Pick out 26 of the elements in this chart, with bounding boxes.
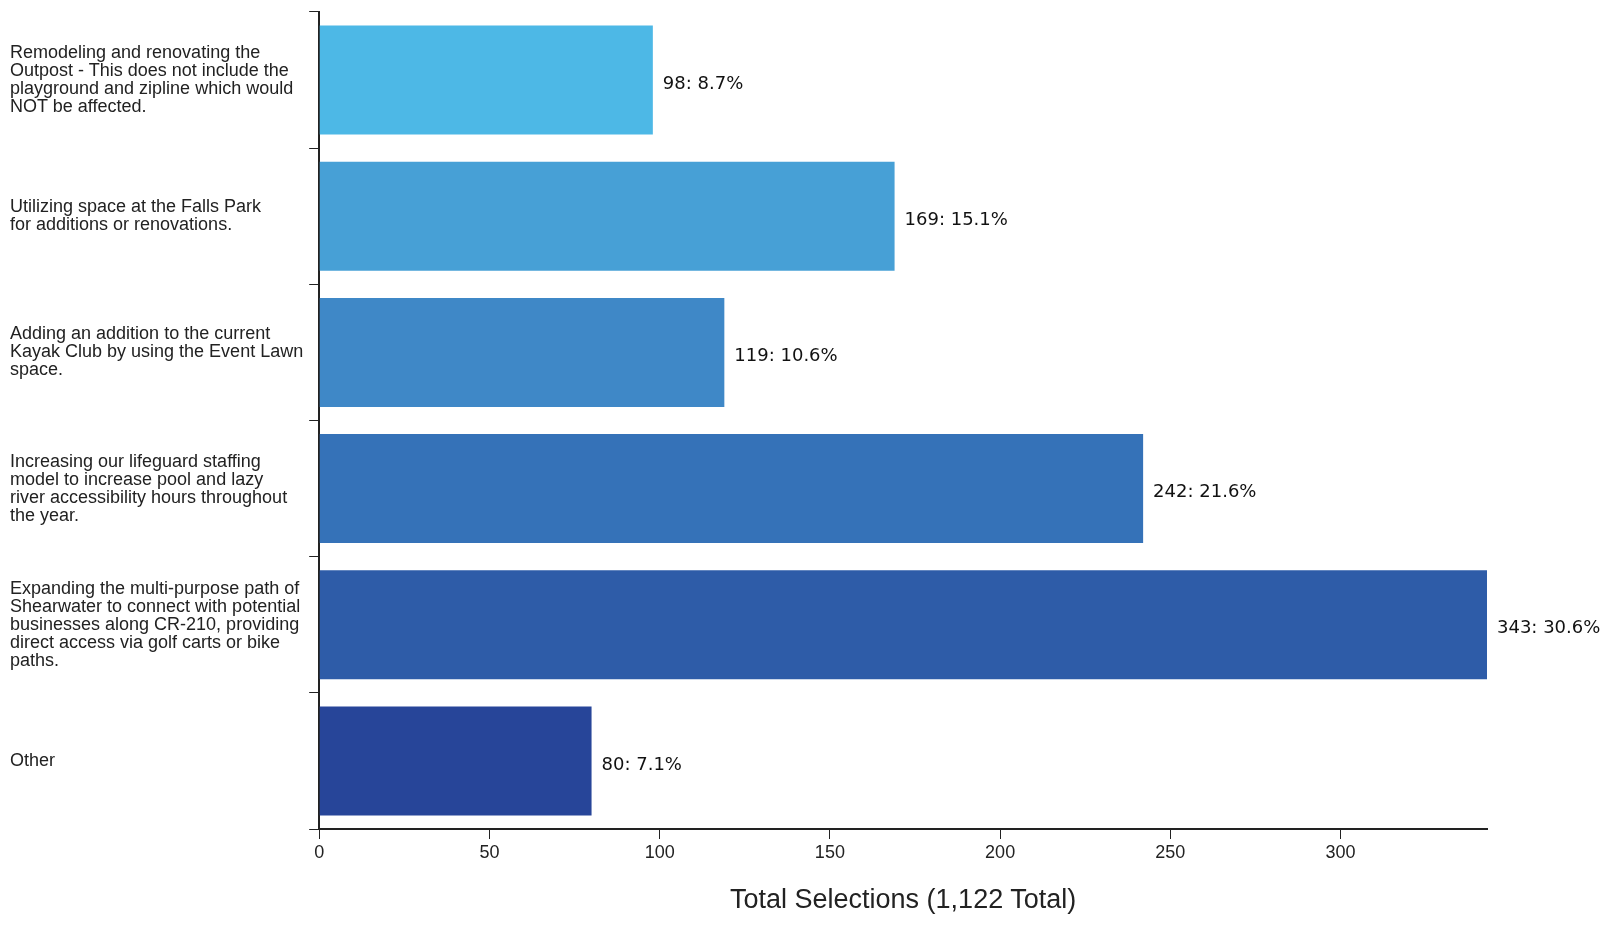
data-label: 343: 30.6%	[1497, 616, 1601, 638]
x-tick-label: 100	[644, 841, 675, 862]
x-tick-label: 0	[314, 841, 325, 862]
data-label: 242: 21.6%	[1153, 480, 1257, 502]
x-tick-label: 250	[1155, 841, 1186, 862]
bar	[319, 570, 1487, 680]
data-label: 119: 10.6%	[734, 344, 838, 366]
x-tick-label: 50	[479, 841, 500, 862]
y-tick-label: Other	[10, 749, 56, 770]
data-label: 98: 8.7%	[662, 71, 744, 93]
y-tick-label: Increasing our lifeguard staffing model to increase pool and lazy river accessibility hours throughout the year.	[10, 450, 288, 525]
y-tick-label: Remodeling and renovating the Outpost - This does not include the playground and zipline which would NOT be affected.	[10, 42, 294, 117]
data-label: 80: 7.1%	[601, 752, 682, 774]
y-tick-label: Adding an addition to the current Kayak Club by using the Event Lawn space.	[10, 323, 304, 380]
data-label: 169: 15.1%	[904, 207, 1008, 229]
bar	[319, 434, 1144, 544]
bar	[319, 161, 895, 271]
x-tick-label: 150	[814, 841, 845, 862]
y-tick-label: Utilizing space at the Falls Park for additions or renovations.	[10, 196, 263, 235]
bar	[319, 706, 592, 816]
x-axis-title: Total Selections (1,122 Total)	[729, 884, 1077, 915]
y-tick-label: Expanding the multi-purpose path of Shearwater to connect with potential businesses along CR-210, providing direct access via golf carts or bike paths.	[10, 577, 301, 670]
bar	[319, 25, 653, 135]
x-tick-label: 200	[985, 841, 1016, 862]
bar	[319, 297, 725, 407]
x-tick-label: 300	[1325, 841, 1356, 862]
